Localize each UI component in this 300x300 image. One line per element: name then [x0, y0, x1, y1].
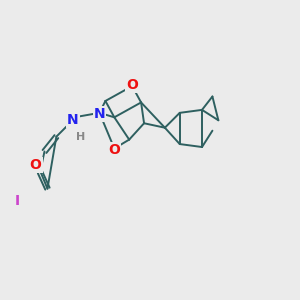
Text: H: H	[76, 132, 85, 142]
Text: O: O	[108, 143, 120, 157]
Text: O: O	[126, 78, 138, 92]
Text: I: I	[15, 194, 20, 208]
Text: O: O	[30, 158, 41, 172]
Text: N: N	[67, 113, 79, 127]
Text: N: N	[94, 107, 105, 121]
